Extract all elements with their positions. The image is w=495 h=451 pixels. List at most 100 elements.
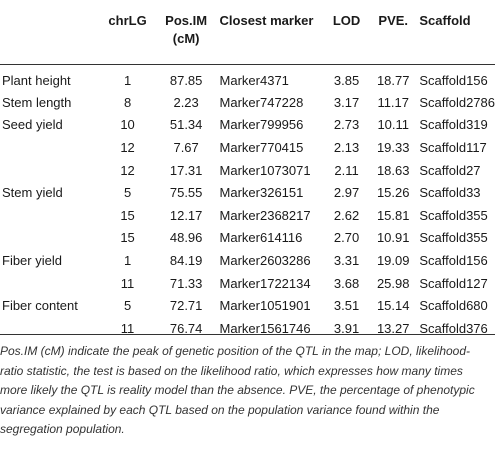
cell-scaffold: Scaffold127 (419, 275, 488, 291)
cell-pve: 15.14 (376, 298, 410, 314)
table-bottom-rule (0, 334, 495, 335)
header-pve: PVE. (378, 13, 409, 28)
cell-scaffold: Scaffold2786 (419, 94, 495, 110)
cell-pos: 2.23 (173, 94, 199, 110)
cell-chrlg: 5 (123, 298, 132, 314)
cell-chrlg: 1 (123, 72, 132, 88)
cell-pve: 11.17 (377, 94, 410, 110)
header-trait (0, 0, 100, 64)
cell-pve: 19.33 (376, 139, 410, 155)
cell-lod: 3.85 (333, 72, 360, 88)
cell-scaffold: Scaffold156 (419, 252, 488, 268)
cell-scaffold: Scaffold680 (419, 298, 488, 314)
cell-pve: 15.81 (376, 207, 410, 223)
cell-lod: 3.31 (333, 252, 360, 268)
table-footnote: Pos.IM (cM) indicate the peak of genetic… (0, 344, 475, 436)
table-body: Plant height 1 87.85 Marker4371 3.85 18.… (0, 64, 495, 340)
cell-trait (0, 272, 100, 295)
cell-chrlg: 11 (120, 275, 135, 291)
cell-chrlg: 1 (123, 252, 132, 268)
header-chrlg: chrLG (108, 13, 147, 28)
cell-pos: 17.31 (169, 162, 203, 178)
cell-chrlg: 15 (120, 230, 135, 246)
cell-lod: 2.11 (334, 162, 359, 178)
cell-marker: Marker1051901 (219, 298, 311, 314)
cell-chrlg: 12 (120, 162, 135, 178)
cell-trait: Plant height (2, 72, 71, 88)
cell-trait: Stem length (2, 94, 72, 110)
cell-pve: 13.27 (376, 320, 410, 336)
cell-pos: 75.55 (169, 185, 203, 201)
table-row: Plant height 1 87.85 Marker4371 3.85 18.… (0, 64, 495, 92)
cell-marker: Marker2368217 (219, 207, 311, 223)
cell-pos: 48.96 (169, 230, 203, 246)
qtl-table: chrLG Pos.IM (cM) Closest marker LOD PVE… (0, 0, 495, 340)
cell-marker: Marker1722134 (219, 275, 311, 291)
table-header: chrLG Pos.IM (cM) Closest marker LOD PVE… (0, 0, 495, 64)
cell-lod: 2.62 (333, 207, 360, 223)
cell-marker: Marker2603286 (219, 252, 311, 268)
cell-lod: 3.51 (333, 298, 360, 314)
cell-chrlg: 11 (120, 320, 135, 336)
cell-scaffold: Scaffold27 (419, 162, 481, 178)
header-pos: Pos.IM (cM) (165, 13, 208, 46)
cell-trait: Stem yield (2, 185, 63, 201)
cell-pos: 71.33 (169, 275, 203, 291)
header-row: chrLG Pos.IM (cM) Closest marker LOD PVE… (0, 0, 495, 64)
cell-pos: 72.71 (169, 298, 203, 314)
header-lod: LOD (332, 13, 361, 28)
cell-lod: 2.13 (333, 139, 360, 155)
cell-pos: 87.85 (169, 72, 203, 88)
cell-scaffold: Scaffold376 (419, 320, 488, 336)
cell-trait (0, 227, 100, 250)
cell-pve: 25.98 (376, 275, 410, 291)
cell-marker: Marker799956 (219, 117, 304, 133)
cell-marker: Marker1561746 (219, 320, 311, 336)
table-row: 12 7.67 Marker770415 2.13 19.33 Scaffold… (0, 137, 495, 160)
cell-scaffold: Scaffold355 (419, 207, 488, 223)
cell-trait (0, 317, 100, 340)
cell-scaffold: Scaffold156 (419, 72, 488, 88)
cell-trait (0, 204, 100, 227)
table-row: 11 71.33 Marker1722134 3.68 25.98 Scaffo… (0, 272, 495, 295)
cell-chrlg: 5 (123, 185, 132, 201)
cell-pve: 19.09 (376, 252, 410, 268)
cell-lod: 2.70 (333, 230, 360, 246)
table-row: Fiber yield 1 84.19 Marker2603286 3.31 1… (0, 250, 495, 273)
cell-chrlg: 10 (120, 117, 135, 133)
cell-scaffold: Scaffold355 (419, 230, 488, 246)
table-row: Stem length 8 2.23 Marker747228 3.17 11.… (0, 92, 495, 115)
cell-marker: Marker1073071 (219, 162, 311, 178)
cell-pos: 76.74 (169, 320, 203, 336)
cell-marker: Marker614116 (219, 230, 303, 246)
header-marker: Closest marker (219, 13, 314, 28)
table-row: Seed yield 10 51.34 Marker799956 2.73 10… (0, 114, 495, 137)
cell-scaffold: Scaffold319 (419, 117, 488, 133)
cell-marker: Marker326151 (219, 185, 304, 201)
cell-pos: 7.67 (173, 139, 199, 155)
cell-pos: 84.19 (169, 252, 203, 268)
cell-chrlg: 12 (120, 139, 135, 155)
cell-marker: Marker770415 (219, 139, 304, 155)
table-row: 15 12.17 Marker2368217 2.62 15.81 Scaffo… (0, 204, 495, 227)
cell-pos: 51.34 (169, 117, 203, 133)
cell-trait (0, 137, 100, 160)
table-row: 11 76.74 Marker1561746 3.91 13.27 Scaffo… (0, 317, 495, 340)
table-row: Fiber content 5 72.71 Marker1051901 3.51… (0, 295, 495, 318)
cell-trait: Seed yield (2, 117, 63, 133)
cell-lod: 3.68 (333, 275, 360, 291)
cell-marker: Marker747228 (219, 94, 304, 110)
cell-pve: 18.77 (376, 72, 410, 88)
cell-pve: 15.26 (376, 185, 410, 201)
table-row: 12 17.31 Marker1073071 2.11 18.63 Scaffo… (0, 159, 495, 182)
cell-chrlg: 8 (123, 94, 132, 110)
cell-chrlg: 15 (120, 207, 135, 223)
cell-trait: Fiber yield (2, 252, 62, 268)
table-row: Stem yield 5 75.55 Marker326151 2.97 15.… (0, 182, 495, 205)
cell-trait (0, 159, 100, 182)
header-scaffold: Scaffold (419, 13, 471, 28)
cell-pve: 10.91 (376, 230, 410, 246)
cell-scaffold: Scaffold33 (419, 185, 481, 201)
cell-lod: 2.73 (333, 117, 360, 133)
